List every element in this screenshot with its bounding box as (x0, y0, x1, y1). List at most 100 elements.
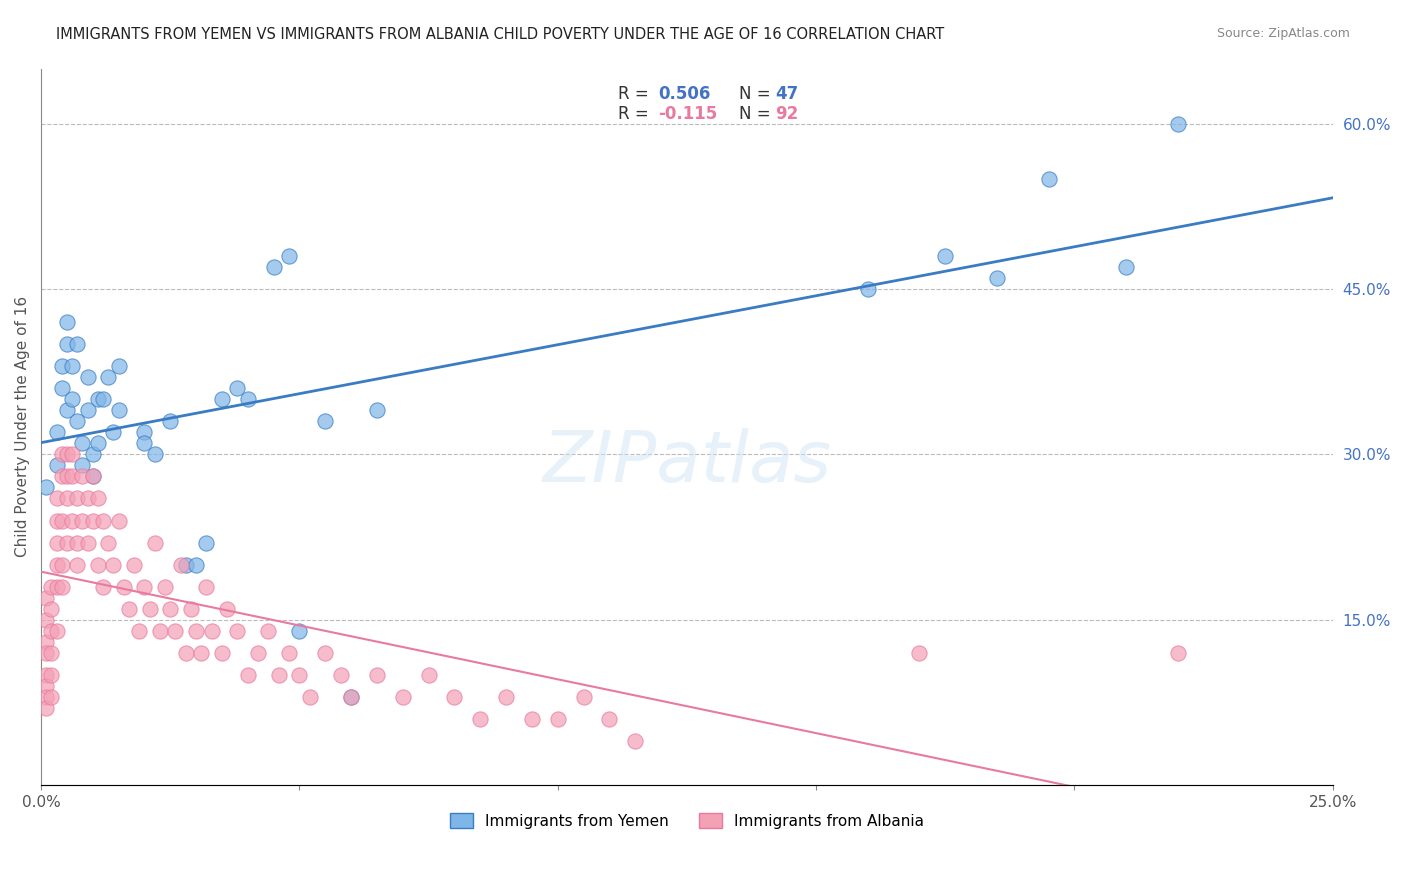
Text: R =: R = (619, 85, 654, 103)
Point (41, 690, 63, 704)
Point (211, 392, 233, 407)
Point (87, 392, 110, 407)
Point (41, 646, 63, 660)
Point (908, 646, 931, 660)
Point (314, 414, 336, 428)
Point (1115, 260, 1137, 274)
Point (87, 558, 110, 572)
Point (91, 392, 114, 407)
Point (56, 337, 79, 351)
Point (35, 634, 58, 648)
Point (45, 425, 67, 440)
Point (443, 690, 465, 704)
Point (165, 624, 187, 638)
Point (45, 491, 67, 506)
Point (35, 613, 58, 627)
Point (87, 436, 110, 450)
Point (35, 646, 58, 660)
Point (45, 514, 67, 528)
Point (41, 580, 63, 594)
Text: Source: ZipAtlas.com: Source: ZipAtlas.com (1216, 27, 1350, 40)
Point (572, 690, 595, 704)
Point (184, 558, 207, 572)
Point (60, 392, 83, 407)
Point (986, 271, 1008, 285)
Point (366, 403, 388, 417)
Point (60, 447, 83, 461)
Point (128, 624, 150, 638)
Point (56, 447, 79, 461)
Point (107, 359, 129, 374)
Text: 92: 92 (775, 104, 799, 123)
Point (72, 469, 94, 483)
Point (66, 558, 89, 572)
Point (107, 403, 129, 417)
Point (66, 491, 89, 506)
Text: IMMIGRANTS FROM YEMEN VS IMMIGRANTS FROM ALBANIA CHILD POVERTY UNDER THE AGE OF : IMMIGRANTS FROM YEMEN VS IMMIGRANTS FROM… (56, 27, 945, 42)
Point (45, 624, 67, 638)
Point (45, 458, 67, 473)
Point (134, 580, 156, 594)
Point (236, 392, 259, 407)
Point (340, 690, 363, 704)
Point (66, 337, 89, 351)
Point (45, 580, 67, 594)
Point (278, 249, 301, 263)
Point (45, 558, 67, 572)
Point (298, 690, 321, 704)
Point (624, 734, 647, 748)
Point (51, 381, 73, 395)
Point (190, 646, 212, 660)
Point (35, 701, 58, 715)
Point (107, 514, 129, 528)
Point (112, 580, 135, 594)
Point (495, 690, 517, 704)
Point (72, 458, 94, 473)
Point (195, 580, 218, 594)
Point (45, 535, 67, 549)
Point (470, 712, 492, 726)
Point (56, 535, 79, 549)
Point (51, 469, 73, 483)
Text: -0.115: -0.115 (658, 104, 718, 123)
Point (60, 359, 83, 374)
Point (82, 447, 104, 461)
Point (35, 679, 58, 693)
Point (122, 558, 145, 572)
Point (174, 558, 197, 572)
Point (35, 480, 58, 494)
Legend: Immigrants from Yemen, Immigrants from Albania: Immigrants from Yemen, Immigrants from A… (443, 806, 931, 835)
Point (143, 535, 166, 549)
Point (91, 580, 114, 594)
Point (180, 601, 202, 615)
Point (82, 469, 104, 483)
Point (226, 624, 249, 638)
Point (391, 690, 413, 704)
Point (60, 514, 83, 528)
Point (934, 249, 956, 263)
Point (51, 580, 73, 594)
Point (329, 668, 352, 682)
Point (118, 601, 141, 615)
Point (278, 646, 301, 660)
Point (520, 712, 543, 726)
Point (134, 436, 156, 450)
Point (51, 558, 73, 572)
Point (217, 601, 239, 615)
Point (56, 491, 79, 506)
Point (60, 469, 83, 483)
Point (41, 668, 63, 682)
Point (236, 668, 259, 682)
Point (91, 514, 114, 528)
Point (314, 646, 336, 660)
Point (169, 558, 191, 572)
Point (35, 690, 58, 704)
Point (149, 624, 172, 638)
Point (51, 514, 73, 528)
Text: 47: 47 (775, 85, 799, 103)
Text: N =: N = (738, 104, 776, 123)
Point (41, 624, 63, 638)
Point (418, 668, 440, 682)
Point (226, 381, 249, 395)
Point (263, 260, 285, 274)
